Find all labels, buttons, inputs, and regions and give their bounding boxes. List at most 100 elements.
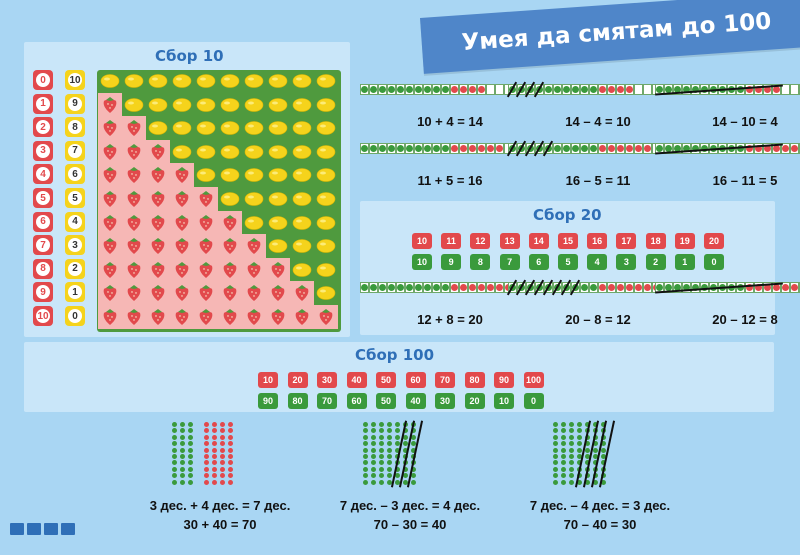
lemon-icon — [292, 166, 312, 184]
counter-dot — [451, 284, 458, 291]
lemon-icon — [268, 96, 288, 114]
right-label-tile: 9 — [65, 93, 85, 114]
bead-dot — [363, 428, 368, 434]
bead-dot — [601, 473, 606, 479]
lemon-icon — [148, 72, 168, 90]
sbor100-top-tile: 50 — [376, 372, 396, 388]
right-label-tile: 4 — [65, 211, 85, 232]
frame-cell — [405, 143, 414, 154]
counter-dot — [626, 284, 633, 291]
frame-cell — [387, 282, 396, 293]
strawberry-icon — [101, 190, 119, 208]
bead-dot — [561, 441, 566, 447]
bead-dot — [561, 454, 566, 459]
strawberry-icon — [101, 308, 119, 326]
counter-dot — [572, 145, 579, 152]
bead-dot — [212, 428, 217, 434]
strawberry-icon — [173, 166, 191, 184]
bead-dot — [188, 422, 193, 427]
right-label-value: 7 — [68, 143, 82, 158]
bead-dot — [411, 473, 416, 479]
logo-icon — [61, 523, 75, 535]
bead-dot — [569, 441, 574, 447]
bead-dot — [569, 434, 574, 440]
bead-dot — [585, 447, 590, 453]
frame-cell — [459, 143, 468, 154]
sbor100-bottom-tile: 80 — [287, 393, 308, 409]
bead-dot — [553, 473, 558, 479]
equation: 20 – 8 = 12 — [565, 312, 631, 327]
bead-dot — [180, 434, 185, 440]
bead-dot — [601, 479, 606, 485]
bead-dot — [363, 447, 368, 453]
bead-dot — [363, 441, 368, 447]
frame-cell — [450, 84, 459, 95]
frame-cell — [423, 84, 432, 95]
bead-dot — [228, 447, 233, 453]
bead-dot — [228, 460, 233, 466]
strawberry-icon — [293, 308, 311, 326]
counter-dot — [469, 86, 476, 93]
bead-dot — [172, 454, 177, 459]
bead-dot — [553, 428, 558, 434]
frame-cell — [432, 282, 441, 293]
counter-dot — [692, 284, 699, 291]
sbor20-bottom-tile: 0 — [704, 254, 724, 270]
bead-dot — [204, 422, 209, 427]
bead-dot — [204, 447, 209, 453]
bead-dot — [387, 447, 392, 453]
bead-dot — [212, 434, 217, 440]
bead-dot — [379, 466, 384, 472]
frame-cell — [745, 282, 754, 293]
left-label-tile: 6 — [33, 211, 53, 232]
lemon-icon — [268, 166, 288, 184]
counter-dot — [635, 145, 642, 152]
lemon-icon — [268, 72, 288, 90]
lemon-icon — [292, 96, 312, 114]
lemon-icon — [100, 72, 120, 90]
frame-cell — [607, 84, 616, 95]
frame-cell — [754, 282, 763, 293]
counter-dot — [370, 284, 377, 291]
sbor100-panel — [24, 342, 774, 412]
frame-cell — [625, 84, 634, 95]
strawberry-icon — [245, 308, 263, 326]
frame-cell — [450, 143, 459, 154]
left-label-tile: 9 — [33, 282, 53, 303]
frame-cell — [441, 282, 450, 293]
counter-dot — [361, 86, 368, 93]
lemon-icon — [148, 96, 168, 114]
frame-cell — [682, 143, 691, 154]
bead-dot — [387, 466, 392, 472]
bead-dot — [379, 428, 384, 434]
lemon-icon — [244, 190, 264, 208]
lemon-icon — [172, 96, 192, 114]
strawberry-icon — [125, 214, 143, 232]
lemon-icon — [316, 190, 336, 208]
bead-dot — [553, 441, 558, 447]
left-label-value: 0 — [36, 73, 50, 87]
counter-dot — [674, 86, 681, 93]
strawberry-icon — [101, 284, 119, 302]
frame-cell — [405, 282, 414, 293]
bead-dot — [212, 460, 217, 466]
left-label-tile: 3 — [33, 140, 53, 161]
strawberry-icon — [245, 284, 263, 302]
counter-dot — [433, 284, 440, 291]
strawberry-icon — [269, 284, 287, 302]
strawberry-icon — [317, 308, 335, 326]
sbor20-top-tile: 20 — [704, 233, 724, 249]
bead-dot — [553, 422, 558, 427]
frame-cell — [387, 143, 396, 154]
right-label-value: 1 — [68, 285, 82, 300]
right-label-value: 0 — [68, 309, 82, 323]
counter-dot — [415, 284, 422, 291]
lemon-icon — [244, 143, 264, 161]
sbor20-top-tile: 19 — [674, 233, 695, 249]
bead-dot — [577, 479, 582, 485]
counter-dot — [424, 145, 431, 152]
lemon-icon — [244, 214, 264, 232]
sbor100-top-tile: 20 — [287, 372, 308, 388]
counter-dot — [442, 86, 449, 93]
left-label-value: 8 — [36, 261, 50, 276]
